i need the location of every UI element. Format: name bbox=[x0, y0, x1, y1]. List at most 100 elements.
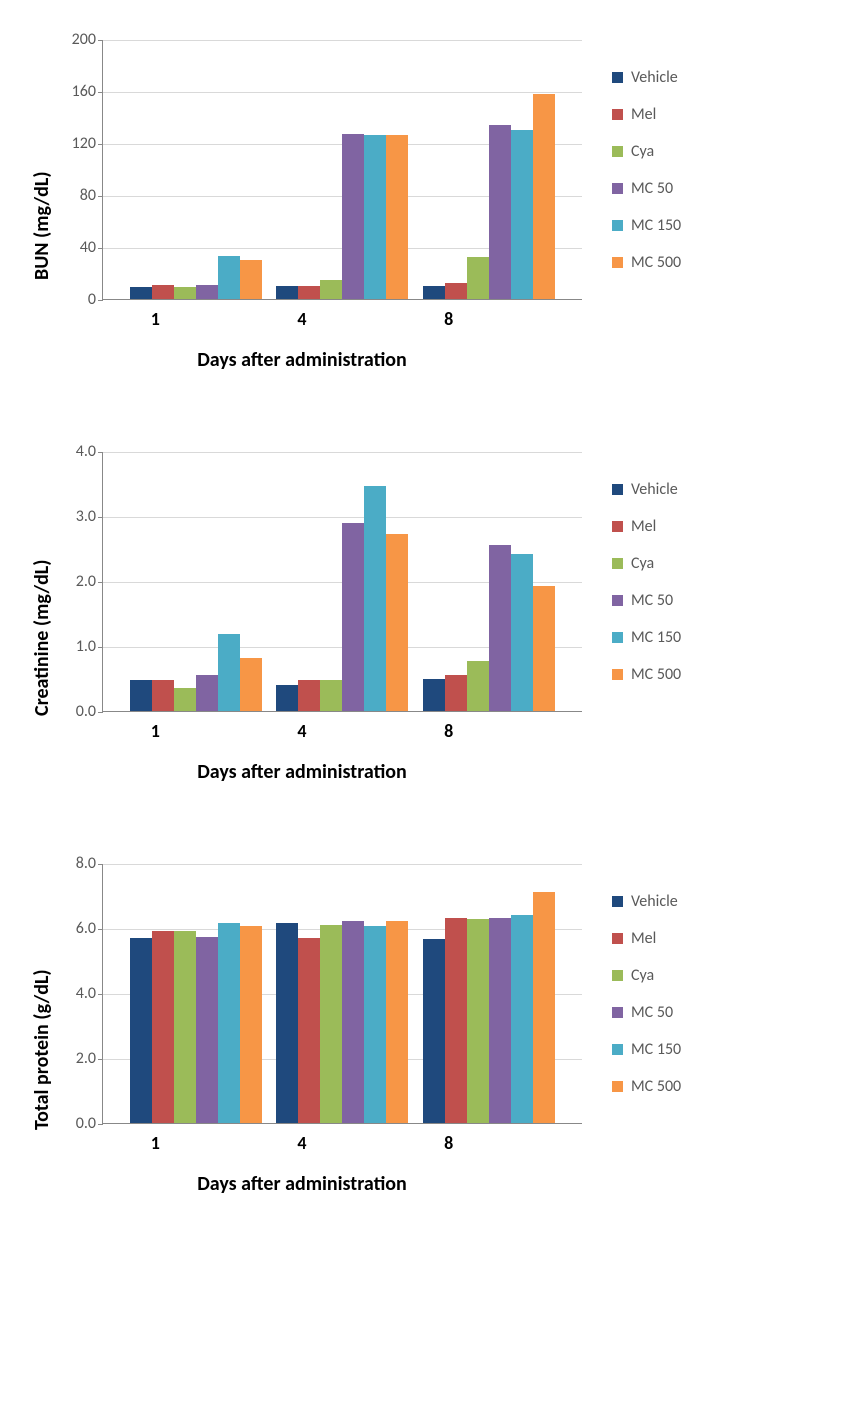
bar bbox=[423, 286, 445, 299]
bar bbox=[467, 661, 489, 711]
plot-area bbox=[102, 452, 582, 712]
bar-group bbox=[276, 921, 408, 1123]
legend-swatch bbox=[612, 257, 623, 268]
bar bbox=[511, 915, 533, 1123]
legend: VehicleMelCyaMC 50MC 150MC 500 bbox=[582, 40, 681, 300]
bar bbox=[196, 675, 218, 711]
legend-item: MC 500 bbox=[612, 253, 681, 272]
y-tick-mark bbox=[98, 712, 103, 713]
legend-label: MC 50 bbox=[631, 1003, 673, 1022]
y-tick-mark bbox=[98, 1124, 103, 1125]
x-tick-label: 4 bbox=[297, 308, 306, 330]
legend-item: MC 50 bbox=[612, 591, 681, 610]
legend-swatch bbox=[612, 220, 623, 231]
x-tick-label: 1 bbox=[151, 1132, 160, 1154]
y-tick-label: 3.0 bbox=[76, 507, 96, 526]
plot-area bbox=[102, 864, 582, 1124]
x-tick-label: 1 bbox=[151, 720, 160, 742]
chart-page: BUN (mg/dL)04080120160200148Days after a… bbox=[0, 0, 858, 1336]
x-tick-label: 8 bbox=[444, 308, 453, 330]
bar bbox=[152, 285, 174, 299]
bar bbox=[445, 675, 467, 711]
bar bbox=[240, 658, 262, 711]
legend-item: Cya bbox=[612, 142, 681, 161]
bar-groups bbox=[103, 864, 582, 1123]
bar bbox=[386, 135, 408, 299]
legend-item: Vehicle bbox=[612, 68, 681, 87]
y-tick-label: 120 bbox=[72, 134, 96, 153]
legend-item: MC 150 bbox=[612, 628, 681, 647]
legend-item: MC 150 bbox=[612, 1040, 681, 1059]
bar bbox=[386, 921, 408, 1123]
bar bbox=[342, 921, 364, 1123]
legend-swatch bbox=[612, 1044, 623, 1055]
bar bbox=[130, 680, 152, 711]
bar bbox=[240, 926, 262, 1123]
legend-swatch bbox=[612, 109, 623, 120]
x-tick-label: 4 bbox=[297, 1132, 306, 1154]
legend-swatch bbox=[612, 632, 623, 643]
bar bbox=[489, 918, 511, 1123]
bar bbox=[445, 918, 467, 1123]
legend-item: Mel bbox=[612, 517, 681, 536]
legend-item: Mel bbox=[612, 929, 681, 948]
legend-swatch bbox=[612, 896, 623, 907]
y-tick-label: 6.0 bbox=[76, 919, 96, 938]
bar-group bbox=[423, 94, 555, 299]
bar bbox=[276, 286, 298, 299]
bar bbox=[533, 94, 555, 299]
y-tick-label: 2.0 bbox=[76, 572, 96, 591]
y-axis-label: Creatinine (mg/dL) bbox=[30, 488, 54, 748]
x-axis-label: Days after administration bbox=[62, 1172, 542, 1196]
legend-label: MC 150 bbox=[631, 628, 681, 647]
legend-swatch bbox=[612, 970, 623, 981]
bar-groups bbox=[103, 40, 582, 299]
y-tick-label: 0 bbox=[88, 290, 96, 309]
y-tick-label: 200 bbox=[72, 30, 96, 49]
bar bbox=[445, 283, 467, 299]
legend-swatch bbox=[612, 558, 623, 569]
legend-item: MC 150 bbox=[612, 216, 681, 235]
bar bbox=[276, 923, 298, 1123]
legend-label: Cya bbox=[631, 142, 654, 161]
legend-label: MC 50 bbox=[631, 179, 673, 198]
legend-swatch bbox=[612, 484, 623, 495]
legend-swatch bbox=[612, 1007, 623, 1018]
bar-group bbox=[130, 634, 262, 711]
y-tick-label: 0.0 bbox=[76, 1114, 96, 1133]
legend: VehicleMelCyaMC 50MC 150MC 500 bbox=[582, 864, 681, 1124]
bar bbox=[218, 256, 240, 299]
legend-swatch bbox=[612, 669, 623, 680]
legend-item: Cya bbox=[612, 966, 681, 985]
bar bbox=[240, 260, 262, 299]
y-tick-label: 160 bbox=[72, 82, 96, 101]
legend-swatch bbox=[612, 521, 623, 532]
y-tick-label: 4.0 bbox=[76, 984, 96, 1003]
legend-item: Cya bbox=[612, 554, 681, 573]
y-tick-label: 0.0 bbox=[76, 702, 96, 721]
x-axis-ticks: 148 bbox=[62, 712, 542, 742]
bar-group bbox=[276, 486, 408, 711]
bar bbox=[489, 545, 511, 711]
bar-group bbox=[423, 892, 555, 1123]
bar bbox=[298, 680, 320, 711]
y-tick-label: 1.0 bbox=[76, 637, 96, 656]
x-axis-ticks: 148 bbox=[62, 1124, 542, 1154]
x-tick-label: 4 bbox=[297, 720, 306, 742]
legend-swatch bbox=[612, 595, 623, 606]
bar bbox=[364, 135, 386, 299]
x-tick-label: 1 bbox=[151, 308, 160, 330]
bar bbox=[342, 134, 364, 299]
bar-group bbox=[130, 256, 262, 299]
bar bbox=[320, 280, 342, 300]
y-axis-label: Total protein (g/dL) bbox=[30, 900, 54, 1160]
bar bbox=[196, 937, 218, 1123]
y-tick-label: 4.0 bbox=[76, 442, 96, 461]
bar bbox=[276, 685, 298, 711]
bar bbox=[489, 125, 511, 299]
x-axis-ticks: 1 4 8 bbox=[62, 300, 542, 330]
legend-item: MC 500 bbox=[612, 1077, 681, 1096]
legend-label: MC 500 bbox=[631, 1077, 681, 1096]
legend-label: Vehicle bbox=[631, 480, 678, 499]
legend-item: MC 50 bbox=[612, 1003, 681, 1022]
